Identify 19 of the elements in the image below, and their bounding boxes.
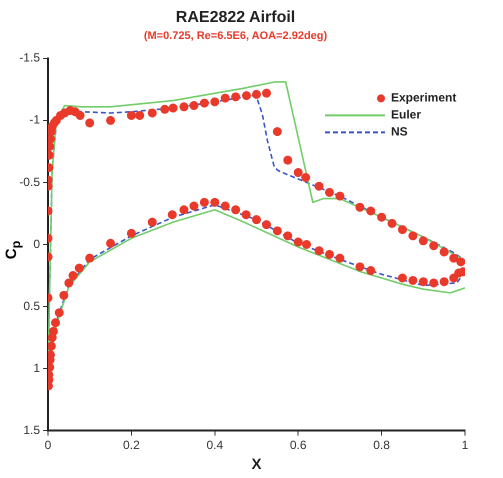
chart-title: RAE2822 Airfoil: [176, 9, 296, 26]
x-tick-label: 0.2: [123, 438, 140, 452]
x-axis-title: X: [251, 456, 262, 474]
y-tick-label: 1: [33, 360, 40, 375]
x-tick-label: 0.4: [206, 438, 224, 452]
y-tick-label: -1.5: [19, 50, 40, 65]
legend-label: NS: [391, 124, 408, 139]
x-tick-label: 0: [44, 438, 52, 452]
legend-label: Euler: [391, 108, 422, 122]
x-tick-label: 0.8: [373, 438, 390, 452]
y-tick-label: 0: [33, 236, 40, 251]
y-tick-label: 0.5: [23, 298, 40, 313]
x-tick-label: 0.6: [290, 438, 307, 452]
x-tick-label: 1: [462, 438, 469, 452]
y-tick-label: -1: [29, 112, 40, 127]
y-tick-label: -0.5: [19, 174, 40, 189]
chart-subtitle: (M=0.725, Re=6.5E6, AOA=2.92deg): [144, 30, 328, 42]
legend-label: Experiment: [391, 90, 456, 105]
y-tick-label: 1.5: [23, 422, 40, 437]
